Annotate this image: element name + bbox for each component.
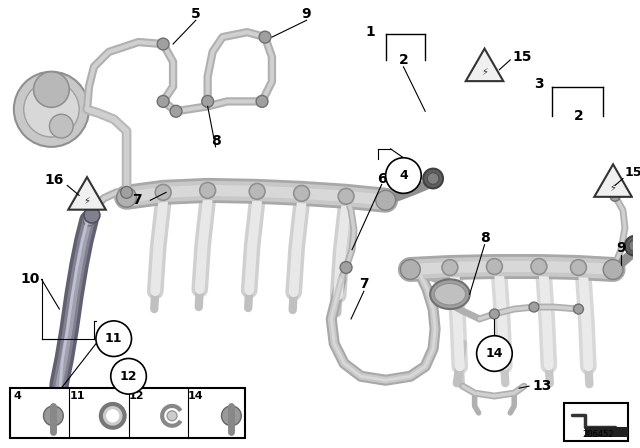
Text: 7: 7 — [359, 277, 369, 291]
Text: ⚡: ⚡ — [84, 195, 90, 205]
Circle shape — [96, 321, 131, 357]
Text: 4: 4 — [14, 391, 22, 401]
Circle shape — [202, 95, 214, 108]
FancyBboxPatch shape — [586, 426, 628, 437]
Circle shape — [111, 358, 147, 394]
Circle shape — [573, 304, 584, 314]
Circle shape — [49, 114, 73, 138]
Circle shape — [259, 31, 271, 43]
Ellipse shape — [430, 280, 470, 309]
Text: 206452: 206452 — [582, 430, 614, 439]
Circle shape — [84, 207, 100, 223]
Circle shape — [44, 406, 63, 426]
Text: 1: 1 — [366, 25, 376, 39]
Polygon shape — [466, 48, 503, 81]
Circle shape — [157, 95, 169, 108]
Circle shape — [490, 309, 499, 319]
Text: 14: 14 — [486, 347, 503, 360]
Circle shape — [423, 168, 443, 189]
Circle shape — [610, 191, 620, 201]
Circle shape — [486, 258, 502, 275]
Text: 9: 9 — [616, 241, 626, 255]
Circle shape — [14, 72, 89, 147]
Text: 6: 6 — [377, 172, 387, 185]
Circle shape — [116, 187, 136, 207]
Text: 12: 12 — [129, 391, 144, 401]
Circle shape — [83, 214, 95, 226]
Circle shape — [221, 406, 241, 426]
Circle shape — [294, 185, 310, 201]
Circle shape — [376, 190, 396, 210]
Circle shape — [401, 259, 420, 280]
Circle shape — [340, 262, 352, 273]
Circle shape — [338, 189, 354, 204]
Text: 8: 8 — [479, 231, 490, 245]
Polygon shape — [595, 164, 632, 197]
Circle shape — [157, 38, 169, 50]
Text: 9: 9 — [301, 7, 311, 22]
Circle shape — [625, 236, 640, 256]
FancyBboxPatch shape — [10, 388, 245, 438]
Circle shape — [529, 302, 539, 312]
Circle shape — [477, 336, 512, 371]
Ellipse shape — [434, 283, 466, 305]
Circle shape — [170, 105, 182, 117]
Text: 2: 2 — [573, 109, 583, 123]
Circle shape — [570, 259, 586, 276]
Text: 3: 3 — [534, 77, 544, 90]
Circle shape — [531, 258, 547, 275]
Text: 13: 13 — [532, 379, 552, 393]
Text: 7: 7 — [132, 193, 141, 207]
Text: 15: 15 — [513, 50, 532, 64]
Text: 12: 12 — [120, 370, 138, 383]
Circle shape — [101, 404, 125, 428]
Circle shape — [24, 82, 79, 137]
Text: ⚡: ⚡ — [481, 67, 488, 77]
Text: ⚡: ⚡ — [610, 182, 616, 192]
Circle shape — [167, 411, 177, 421]
Circle shape — [256, 95, 268, 108]
Circle shape — [386, 158, 421, 194]
Circle shape — [427, 172, 439, 185]
Circle shape — [249, 184, 265, 199]
Text: 11: 11 — [105, 332, 122, 345]
Text: 10: 10 — [20, 272, 39, 286]
Circle shape — [629, 240, 640, 252]
FancyBboxPatch shape — [564, 403, 628, 440]
Circle shape — [442, 259, 458, 276]
Circle shape — [603, 259, 623, 280]
Polygon shape — [68, 177, 106, 210]
Circle shape — [200, 182, 216, 198]
Text: 15: 15 — [624, 166, 640, 179]
Text: 2: 2 — [399, 53, 408, 67]
Text: 4: 4 — [399, 169, 408, 182]
Circle shape — [107, 410, 118, 422]
Circle shape — [156, 185, 171, 200]
Circle shape — [34, 72, 69, 108]
Text: 14: 14 — [188, 391, 204, 401]
Circle shape — [120, 186, 132, 198]
Text: 5: 5 — [191, 7, 201, 22]
Text: 16: 16 — [45, 173, 64, 188]
Text: 8: 8 — [211, 134, 220, 148]
Text: 11: 11 — [69, 391, 85, 401]
